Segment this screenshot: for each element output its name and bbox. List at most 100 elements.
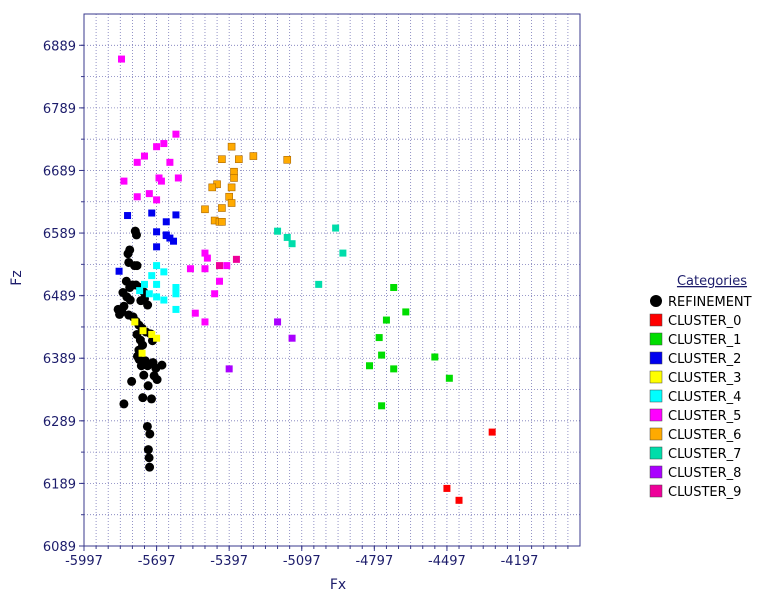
point-refinement bbox=[143, 445, 153, 455]
point-cluster-5 bbox=[174, 174, 182, 182]
point-cluster-0 bbox=[488, 428, 496, 436]
point-refinement bbox=[127, 376, 137, 386]
point-cluster-6 bbox=[218, 217, 226, 226]
legend-marker-cluster-7 bbox=[649, 446, 663, 460]
data-points bbox=[113, 55, 496, 504]
point-refinement bbox=[144, 453, 154, 463]
point-cluster-6 bbox=[208, 183, 217, 192]
legend-label-cluster-8: CLUSTER_8 bbox=[668, 466, 741, 481]
point-cluster-1 bbox=[382, 316, 390, 324]
point-cluster-6 bbox=[227, 199, 236, 207]
point-cluster-1 bbox=[431, 353, 439, 361]
legend-marker-cluster-5 bbox=[649, 408, 663, 422]
x-tick-label: -5697 bbox=[138, 554, 176, 569]
point-cluster-4 bbox=[160, 296, 168, 304]
point-cluster-4 bbox=[172, 305, 180, 313]
point-refinement bbox=[125, 295, 135, 305]
point-cluster-4 bbox=[172, 290, 180, 298]
legend-label-cluster-7: CLUSTER_7 bbox=[668, 447, 741, 462]
y-tick-label: 6889 bbox=[43, 39, 76, 54]
point-cluster-5 bbox=[215, 277, 223, 285]
point-cluster-7 bbox=[274, 227, 282, 235]
legend: Categories REFINEMENT CLUSTER_0 CLUSTER_1 C… bbox=[649, 274, 752, 500]
x-tick-label: -5397 bbox=[210, 554, 248, 569]
point-cluster-2 bbox=[115, 267, 123, 275]
point-cluster-5 bbox=[140, 152, 148, 160]
plot-area bbox=[83, 13, 581, 547]
point-cluster-6 bbox=[218, 204, 226, 212]
point-cluster-1 bbox=[402, 308, 410, 316]
point-cluster-8 bbox=[274, 318, 282, 326]
point-cluster-3 bbox=[138, 349, 146, 357]
point-cluster-5 bbox=[201, 265, 209, 273]
point-cluster-7 bbox=[288, 240, 296, 248]
point-cluster-2 bbox=[148, 209, 156, 217]
point-cluster-5 bbox=[133, 193, 141, 201]
y-tick-label: 6489 bbox=[43, 290, 76, 305]
point-cluster-8 bbox=[288, 334, 296, 342]
point-cluster-5 bbox=[211, 290, 219, 298]
point-cluster-3 bbox=[139, 327, 147, 335]
point-cluster-7 bbox=[315, 280, 323, 288]
legend-label-cluster-9: CLUSTER_9 bbox=[668, 485, 741, 500]
point-cluster-4 bbox=[145, 290, 153, 298]
point-cluster-8 bbox=[225, 365, 233, 373]
point-cluster-5 bbox=[166, 158, 174, 166]
point-cluster-5 bbox=[157, 177, 165, 185]
legend-marker-cluster-8 bbox=[649, 465, 663, 479]
point-cluster-6 bbox=[230, 167, 238, 176]
point-cluster-5 bbox=[201, 318, 209, 326]
point-cluster-6 bbox=[227, 183, 236, 192]
point-cluster-2 bbox=[170, 237, 178, 245]
point-cluster-6 bbox=[230, 174, 238, 182]
y-tick-label: 6589 bbox=[43, 227, 76, 242]
point-cluster-5 bbox=[186, 265, 194, 273]
legend-label-cluster-5: CLUSTER_5 bbox=[668, 409, 741, 424]
point-cluster-5 bbox=[223, 262, 231, 270]
point-refinement bbox=[132, 261, 142, 271]
point-cluster-2 bbox=[172, 211, 180, 219]
point-refinement bbox=[119, 301, 129, 311]
point-cluster-0 bbox=[455, 496, 463, 504]
x-axis: -5997 -5697 -5397 -5097 -4797 -4497 -4197 bbox=[65, 546, 569, 569]
y-axis-title: Fz bbox=[9, 270, 25, 285]
point-refinement bbox=[138, 393, 148, 403]
point-cluster-1 bbox=[378, 402, 386, 410]
point-refinement bbox=[143, 381, 153, 391]
point-cluster-6 bbox=[249, 152, 258, 160]
point-cluster-3 bbox=[131, 318, 139, 326]
legend-marker-cluster-1 bbox=[649, 332, 663, 346]
point-cluster-5 bbox=[145, 190, 153, 198]
point-refinement bbox=[145, 462, 155, 472]
point-cluster-4 bbox=[160, 268, 168, 276]
point-cluster-2 bbox=[153, 228, 161, 236]
point-cluster-2 bbox=[162, 231, 170, 239]
point-cluster-9 bbox=[215, 262, 223, 270]
point-cluster-1 bbox=[390, 284, 398, 292]
x-tick-label: -4497 bbox=[428, 554, 466, 569]
point-cluster-6 bbox=[235, 155, 243, 164]
legend-label-cluster-2: CLUSTER_2 bbox=[668, 352, 741, 367]
point-cluster-1 bbox=[366, 362, 374, 370]
point-cluster-4 bbox=[153, 280, 161, 288]
legend-marker-cluster-9 bbox=[649, 484, 663, 498]
point-cluster-4 bbox=[140, 280, 148, 288]
point-cluster-2 bbox=[166, 234, 174, 242]
point-cluster-3 bbox=[153, 334, 161, 342]
point-cluster-2 bbox=[124, 212, 132, 220]
point-refinement bbox=[119, 399, 129, 409]
point-refinement bbox=[139, 370, 149, 380]
point-refinement bbox=[152, 375, 162, 385]
point-cluster-7 bbox=[283, 233, 291, 241]
point-refinement bbox=[145, 429, 155, 439]
x-tick-label: -5097 bbox=[283, 554, 321, 569]
point-cluster-7 bbox=[339, 249, 347, 257]
point-cluster-6 bbox=[227, 142, 236, 151]
point-cluster-1 bbox=[445, 374, 453, 382]
point-cluster-5 bbox=[120, 177, 128, 185]
point-cluster-3 bbox=[148, 330, 156, 338]
point-cluster-4 bbox=[136, 287, 144, 295]
point-cluster-6 bbox=[218, 155, 226, 164]
